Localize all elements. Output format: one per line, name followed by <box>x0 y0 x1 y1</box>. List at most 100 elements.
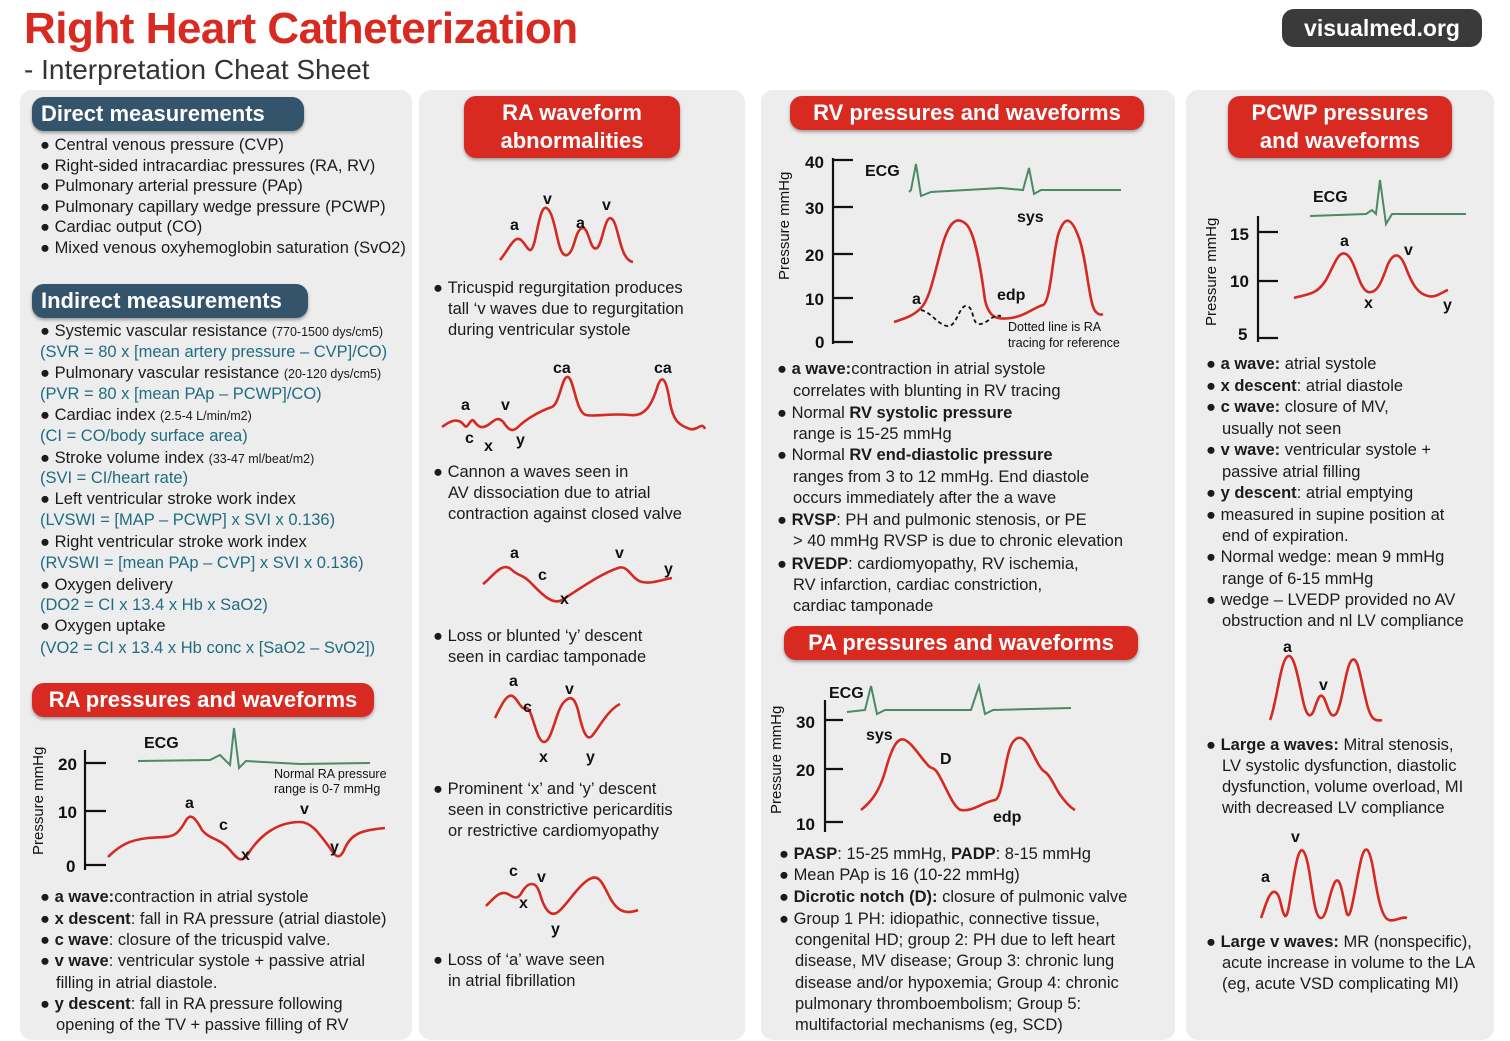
ra-tick-0: 0 <box>66 857 75 876</box>
svg-text:v: v <box>565 681 574 698</box>
svg-text:a: a <box>510 217 519 234</box>
indirect-item-formula: (PVR = 80 x [mean PAp – PCWP]/CO) <box>40 385 322 403</box>
ra-label-y: y <box>330 839 339 856</box>
ra-tick-20: 20 <box>58 755 77 774</box>
svg-text:10: 10 <box>1230 272 1249 291</box>
rv-axis <box>831 158 853 344</box>
indirect-item-name: ● Oxygen delivery <box>40 576 173 594</box>
ra-title: RA pressures and waveforms <box>48 687 358 712</box>
rv-ra-reference-trace <box>920 305 1002 327</box>
svg-text:x: x <box>560 591 569 608</box>
pa-title: PA pressures and waveforms <box>808 630 1114 655</box>
ra-bullet: ● x descent: fall in RA pressure (atrial… <box>40 910 387 928</box>
pa-pressure-trace <box>860 736 1076 812</box>
rv-label-edp: edp <box>997 287 1026 304</box>
direct-measurements-header: Direct measurements <box>32 97 304 131</box>
svg-text:ca: ca <box>654 360 672 377</box>
svg-text:c: c <box>538 567 547 584</box>
ra-ecg-trace <box>137 727 371 771</box>
pcwp-label-y: y <box>1443 297 1452 314</box>
svg-text:v: v <box>501 397 510 414</box>
svg-text:y: y <box>516 432 525 449</box>
indirect-item-name: ● Cardiac index (2.5-4 L/min/m2) <box>40 406 252 424</box>
svg-text:x: x <box>519 895 528 912</box>
ra-bullet: ● y descent: fall in RA pressure followi… <box>40 995 343 1013</box>
pcwp-ylabel: Pressure mmHg <box>1203 218 1220 326</box>
pcwp-header: PCWP pressures and waveforms <box>1228 96 1452 158</box>
pcwp-ecg-label: ECG <box>1313 189 1348 206</box>
ra-pressure-trace <box>107 815 386 861</box>
panel-left <box>20 90 412 1040</box>
afib-waveform: c v x y <box>485 863 639 938</box>
svg-text:y: y <box>664 561 673 578</box>
ra-label-v: v <box>300 801 309 818</box>
svg-text:a: a <box>509 673 518 690</box>
direct-item: ● Cardiac output (CO) <box>40 218 203 236</box>
svg-text:v: v <box>537 869 546 886</box>
pa-ylabel: Pressure mmHg <box>768 706 785 814</box>
direct-title: Direct measurements <box>41 101 265 126</box>
tr-waveform: a v a v <box>498 191 634 264</box>
svg-text:x: x <box>539 749 548 766</box>
direct-item: ● Mixed venous oxyhemoglobin saturation … <box>40 239 406 257</box>
pa-pressures-header: PA pressures and waveforms <box>784 626 1138 660</box>
indirect-item-name: ● Systemic vascular resistance (770-1500… <box>40 322 384 340</box>
ra-label-a: a <box>185 795 194 812</box>
cannon-a-waveform: a c x v y ca ca <box>441 360 707 455</box>
site-badge: visualmed.org <box>1282 9 1482 47</box>
svg-text:20: 20 <box>796 761 815 780</box>
svg-text:c: c <box>509 863 518 880</box>
rv-note-line: tracing for reference <box>1008 336 1120 350</box>
svg-text:v: v <box>543 191 552 208</box>
indirect-item-formula: (CI = CO/body surface area) <box>40 427 248 445</box>
pcwp-waveform-chart: Pressure mmHg 15 10 5 ECG a x v y <box>1203 179 1466 344</box>
svg-text:y: y <box>551 921 560 938</box>
ra-axis <box>83 750 106 870</box>
page-subtitle: - Interpretation Cheat Sheet <box>24 54 370 85</box>
ra-bullet: ● a wave:contraction in atrial systole <box>40 888 309 906</box>
svg-text:0: 0 <box>815 333 824 352</box>
rv-label-sys: sys <box>1017 209 1044 226</box>
rv-pressures-header: RV pressures and waveforms <box>790 96 1144 130</box>
panel-rv-pa <box>761 90 1175 1040</box>
direct-item: ● Right-sided intracardiac pressures (RA… <box>40 157 376 175</box>
indirect-item-formula: (LVSWI = [MAP – PCWP] x SVI x 0.136) <box>40 511 336 529</box>
svg-text:10: 10 <box>805 290 824 309</box>
ra-ylabel: Pressure mmHg <box>30 747 47 855</box>
ra-waveform-chart: Pressure mmHg 20 10 0 ECG Normal RA pres… <box>30 727 387 876</box>
svg-text:v: v <box>1319 677 1328 694</box>
svg-text:a: a <box>1283 639 1292 656</box>
panel-abnormalities <box>419 90 745 1040</box>
svg-text:30: 30 <box>796 713 815 732</box>
ra-label-x: x <box>241 847 250 864</box>
page-title: Right Heart Catheterization <box>24 4 578 53</box>
svg-text:v: v <box>615 545 624 562</box>
pa-label-d: D <box>940 751 952 768</box>
indirect-item-formula: (SVR = 80 x [mean artery pressure – CVP]… <box>40 343 388 361</box>
ra-ecg-label: ECG <box>144 735 179 752</box>
pcwp-axis <box>1256 216 1278 342</box>
ra-bullet: ● v wave: ventricular systole + passive … <box>40 952 366 970</box>
svg-text:y: y <box>586 749 595 766</box>
pa-label-edp: edp <box>993 809 1022 826</box>
indirect-item-formula: (SVI = CI/heart rate) <box>40 469 189 487</box>
pcwp-label-x: x <box>1364 295 1373 312</box>
svg-text:20: 20 <box>805 246 824 265</box>
rv-waveform-chart: Pressure mmHg 40 30 20 10 0 ECG sys edp … <box>776 153 1121 352</box>
svg-text:c: c <box>465 430 474 447</box>
indirect-measurements-header: Indirect measurements <box>32 284 308 318</box>
indirect-item-formula: (DO2 = CI x 13.4 x Hb x SaO2) <box>40 596 268 614</box>
ra-pressures-header: RA pressures and waveforms <box>32 683 374 717</box>
rv-ecg-label: ECG <box>865 163 900 180</box>
pcwp-title-line: PCWP pressures <box>1251 100 1429 125</box>
svg-text:a: a <box>461 397 470 414</box>
pa-waveform-chart: Pressure mmHg 30 20 10 ECG sys D edp <box>768 682 1076 834</box>
svg-text:30: 30 <box>805 199 824 218</box>
indirect-item-name: ● Stroke volume index (33-47 ml/beat/m2) <box>40 449 315 467</box>
pcwp-ecg-trace <box>1309 179 1466 227</box>
svg-text:a: a <box>1261 869 1270 886</box>
svg-text:x: x <box>484 438 493 455</box>
rv-pressure-trace <box>893 219 1104 324</box>
ra-note-line: range is 0-7 mmHg <box>274 782 380 796</box>
large-v-waveform: v a <box>1259 829 1408 922</box>
